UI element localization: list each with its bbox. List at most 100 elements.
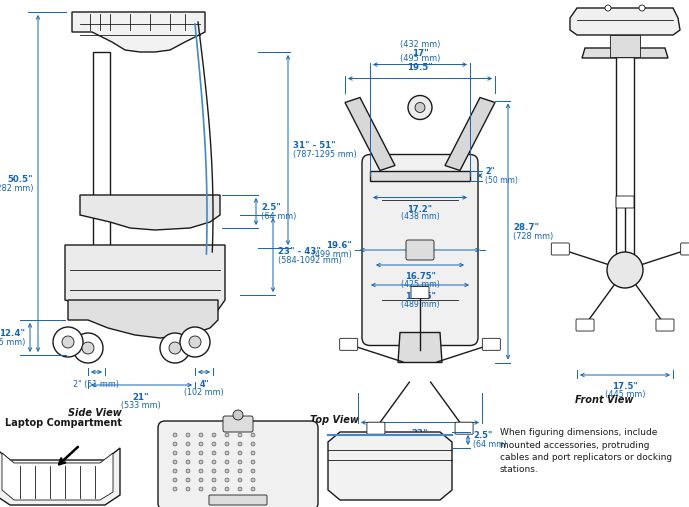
Text: (499 mm): (499 mm) (312, 250, 352, 260)
Circle shape (160, 333, 190, 363)
Text: (533 mm): (533 mm) (121, 401, 161, 410)
Text: (489 mm): (489 mm) (401, 300, 440, 309)
Circle shape (186, 478, 190, 482)
Circle shape (173, 469, 177, 473)
FancyBboxPatch shape (616, 196, 634, 208)
Circle shape (186, 469, 190, 473)
Circle shape (186, 442, 190, 446)
FancyBboxPatch shape (656, 319, 674, 331)
Circle shape (199, 433, 203, 437)
Polygon shape (93, 52, 110, 248)
Circle shape (212, 460, 216, 464)
Polygon shape (80, 195, 220, 230)
Text: 2.5": 2.5" (473, 431, 492, 441)
Circle shape (199, 442, 203, 446)
Circle shape (212, 469, 216, 473)
Polygon shape (72, 12, 205, 52)
Circle shape (199, 487, 203, 491)
Text: 22": 22" (412, 429, 429, 439)
FancyBboxPatch shape (411, 286, 429, 299)
Text: When figuring dimensions, include
mounted accessories, protruding
cables and por: When figuring dimensions, include mounte… (500, 428, 672, 475)
Circle shape (212, 442, 216, 446)
Text: 31" - 51": 31" - 51" (293, 141, 336, 151)
Circle shape (212, 451, 216, 455)
Circle shape (82, 342, 94, 354)
Circle shape (173, 460, 177, 464)
Text: 17": 17" (411, 49, 429, 57)
Text: 50.5": 50.5" (8, 175, 33, 184)
Text: (438 mm): (438 mm) (401, 212, 440, 222)
Circle shape (186, 451, 190, 455)
Circle shape (408, 95, 432, 120)
Circle shape (53, 327, 83, 357)
Text: Side View: Side View (68, 408, 122, 418)
Text: 16.75": 16.75" (404, 272, 435, 281)
Circle shape (62, 336, 74, 348)
Polygon shape (68, 300, 218, 338)
Text: Laptop Compartment: Laptop Compartment (5, 418, 122, 428)
FancyBboxPatch shape (367, 422, 385, 434)
Circle shape (173, 487, 177, 491)
Circle shape (173, 478, 177, 482)
Text: (562 mm): (562 mm) (400, 438, 440, 447)
Circle shape (225, 460, 229, 464)
Circle shape (238, 487, 242, 491)
Polygon shape (328, 432, 452, 500)
Circle shape (607, 252, 643, 288)
Text: 19.25": 19.25" (404, 292, 435, 301)
Circle shape (186, 460, 190, 464)
Circle shape (225, 433, 229, 437)
Text: (1282 mm): (1282 mm) (0, 184, 33, 193)
Text: (495 mm): (495 mm) (400, 54, 440, 63)
Text: (50 mm): (50 mm) (485, 176, 518, 185)
FancyBboxPatch shape (158, 421, 318, 507)
Circle shape (225, 478, 229, 482)
Polygon shape (398, 333, 442, 363)
FancyBboxPatch shape (551, 243, 569, 255)
Circle shape (251, 460, 255, 464)
Text: 17.5": 17.5" (612, 382, 638, 391)
Text: (728 mm): (728 mm) (513, 232, 553, 241)
Circle shape (225, 451, 229, 455)
Text: (64 mm): (64 mm) (261, 212, 296, 221)
Text: (425 mm): (425 mm) (400, 280, 440, 289)
FancyBboxPatch shape (455, 422, 473, 434)
Circle shape (186, 433, 190, 437)
Circle shape (180, 327, 210, 357)
Text: 4": 4" (199, 380, 209, 389)
Text: (787-1295 mm): (787-1295 mm) (293, 151, 357, 160)
Circle shape (605, 5, 611, 11)
FancyBboxPatch shape (610, 35, 640, 57)
Circle shape (251, 478, 255, 482)
Circle shape (639, 5, 645, 11)
Circle shape (238, 451, 242, 455)
Circle shape (238, 460, 242, 464)
Text: 19.6": 19.6" (326, 241, 352, 250)
Text: (102 mm): (102 mm) (184, 388, 224, 397)
Circle shape (186, 487, 190, 491)
Circle shape (212, 433, 216, 437)
Text: 12.4": 12.4" (0, 329, 25, 338)
Polygon shape (0, 448, 120, 505)
Text: 28.7": 28.7" (513, 223, 539, 232)
Circle shape (415, 102, 425, 113)
Text: 17.2": 17.2" (407, 204, 433, 213)
Circle shape (173, 433, 177, 437)
FancyBboxPatch shape (362, 155, 478, 345)
Text: 23" - 43": 23" - 43" (278, 246, 321, 256)
Circle shape (251, 451, 255, 455)
Polygon shape (570, 8, 680, 35)
Text: 21": 21" (133, 393, 150, 402)
Polygon shape (370, 170, 470, 180)
FancyBboxPatch shape (482, 338, 500, 350)
Circle shape (238, 442, 242, 446)
Circle shape (225, 442, 229, 446)
Polygon shape (65, 245, 225, 324)
Text: (64 mm): (64 mm) (473, 441, 506, 450)
Polygon shape (2, 453, 113, 500)
Circle shape (251, 433, 255, 437)
FancyBboxPatch shape (681, 243, 689, 255)
Circle shape (238, 478, 242, 482)
Circle shape (169, 342, 181, 354)
Circle shape (199, 451, 203, 455)
